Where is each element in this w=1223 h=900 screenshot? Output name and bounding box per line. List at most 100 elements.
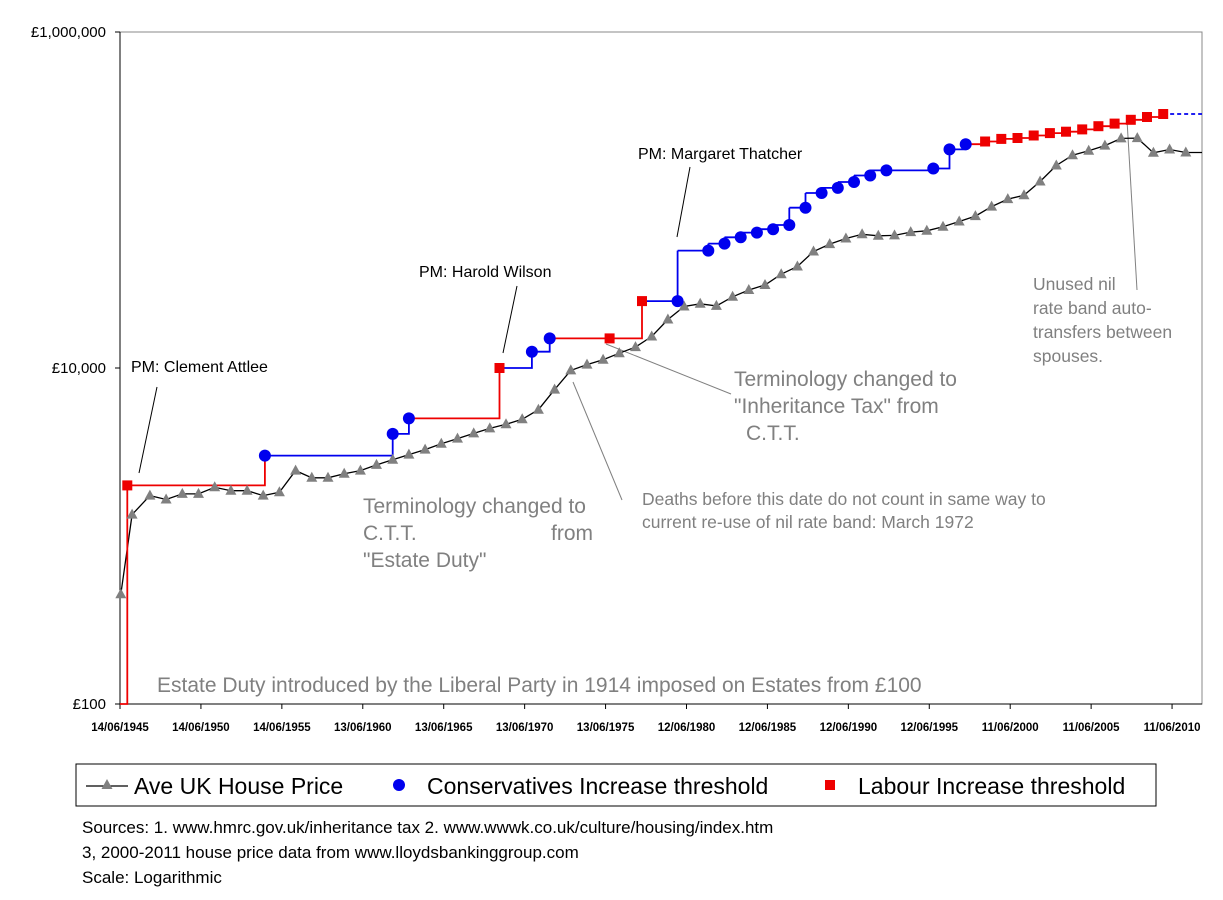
house-price-point — [144, 489, 156, 500]
annotation-leader-line — [502, 285, 518, 354]
house-price-point — [986, 200, 998, 211]
x-tick-label: 14/06/1955 — [253, 722, 311, 734]
house-price-point — [710, 299, 722, 310]
house-price-point — [387, 453, 399, 464]
house-price-point — [1034, 175, 1046, 186]
x-tick-label: 14/06/1945 — [91, 722, 149, 734]
y-tick-label: £100 — [73, 696, 106, 713]
house-price-point — [241, 484, 253, 495]
house-price-point — [549, 383, 561, 394]
labour-threshold-point — [1077, 124, 1088, 135]
house-price-point — [306, 471, 318, 482]
annotation-deaths-line2: current re-use of nil rate band: March 1… — [642, 512, 974, 532]
house-price-point — [1050, 159, 1062, 170]
house-price-point — [322, 471, 334, 482]
house-price-point — [1131, 132, 1143, 143]
house-price-point — [743, 284, 755, 294]
annotation-iht-line1: Terminology changed to — [734, 368, 957, 391]
house-price-point — [791, 260, 803, 271]
plot-area — [119, 31, 1203, 705]
house-price-point — [371, 458, 382, 469]
legend-box — [75, 763, 1157, 807]
house-price-point — [905, 226, 917, 237]
source-line-1: Sources: 1. www.hmrc.gov.uk/inheritance … — [82, 818, 774, 837]
house-price-point — [889, 229, 900, 240]
labour-threshold-point — [1061, 126, 1071, 137]
conservative-threshold-point — [750, 226, 763, 239]
house-price-point — [808, 245, 819, 256]
x-tick-label: 13/06/1965 — [415, 722, 473, 734]
x-tick-label: 13/06/1960 — [334, 722, 392, 734]
legend-square-icon — [825, 780, 835, 790]
conservative-threshold-point — [783, 219, 796, 231]
house-price-point — [840, 232, 852, 243]
house-price-point — [1147, 146, 1159, 157]
legend-label-house-price: Ave UK House Price — [134, 773, 343, 799]
x-tick-label: 13/06/1970 — [496, 722, 554, 734]
conservative-threshold-point — [718, 237, 731, 250]
legend-label-labour: Labour Increase threshold — [858, 773, 1125, 799]
house-price-point — [468, 427, 480, 438]
annotation-ctt-line3: from — [551, 522, 593, 545]
conservative-threshold-point — [799, 201, 812, 214]
labour-threshold-point — [1142, 112, 1152, 122]
x-tick-group: 14/06/1945 14/06/1950 14/06/1955 13/06/1960… — [91, 704, 1201, 734]
source-line-2: 3, 2000-2011 house price data from www.l… — [82, 843, 579, 862]
conservative-threshold-point — [671, 295, 684, 308]
annotation-leader-line — [676, 166, 691, 238]
y-tick-label: £1,000,000 — [31, 24, 106, 41]
labour-threshold-point — [122, 480, 133, 491]
legend-circle-icon — [393, 779, 405, 791]
house-price-point — [727, 290, 739, 301]
house-price-point — [856, 228, 868, 239]
legend-triangle-icon — [101, 779, 113, 789]
annotation-unused-line2: rate band auto- — [1033, 298, 1152, 318]
threshold-step-segment — [408, 368, 501, 420]
conservative-threshold-point — [386, 427, 399, 440]
house-price-point — [160, 493, 172, 504]
annotation-unused-line1: Unused nil — [1033, 274, 1116, 294]
annotation-leader-line — [138, 386, 158, 474]
labour-threshold-point — [1028, 130, 1039, 141]
y-tick-label: £10,000 — [52, 360, 106, 377]
house-price-point — [969, 210, 981, 221]
conservative-threshold-point — [831, 181, 844, 194]
house-price-point — [630, 341, 641, 352]
house-price-point — [532, 403, 544, 414]
conservative-threshold-point — [927, 162, 940, 175]
house-price-point — [613, 347, 625, 358]
labour-threshold-point — [1093, 121, 1104, 132]
house-price-point — [662, 313, 674, 324]
annotation-unused-line4: spouses. — [1033, 346, 1103, 366]
house-price-point — [565, 364, 577, 375]
annotation-pm-thatcher: PM: Margaret Thatcher — [638, 146, 803, 163]
house-price-point — [500, 418, 512, 429]
house-price-point — [646, 330, 658, 341]
house-price-point — [419, 443, 431, 454]
annotation-leader-line — [572, 381, 623, 501]
x-tick-label: 12/06/1995 — [900, 722, 958, 734]
house-price-point — [126, 508, 138, 519]
conservative-threshold-point — [864, 169, 877, 182]
house-price-point — [225, 484, 237, 495]
conservative-threshold-point — [258, 449, 271, 462]
house-price-point — [338, 467, 350, 478]
house-price-point — [953, 215, 965, 226]
labour-threshold-point — [494, 363, 505, 373]
annotation-ctt-line4: "Estate Duty" — [363, 549, 486, 572]
annotation-ctt-line2: C.T.T. — [363, 522, 417, 545]
annotation-unused-line3: transfers between — [1033, 322, 1172, 342]
labour-threshold-point — [1158, 109, 1169, 119]
annotation-iht-line3: C.T.T. — [746, 422, 800, 445]
annotation-iht-line2: "Inheritance Tax" from — [734, 395, 939, 418]
house-price-point — [824, 238, 836, 249]
house-price-point — [115, 588, 127, 599]
x-tick-label: 11/06/2000 — [982, 722, 1039, 734]
house-price-point — [1002, 193, 1014, 204]
labour-threshold-point — [1109, 118, 1120, 129]
labour-threshold-point — [996, 133, 1007, 144]
labour-threshold-point — [604, 333, 615, 344]
threshold-step-segment — [609, 301, 643, 340]
conservative-threshold-point — [734, 231, 747, 244]
